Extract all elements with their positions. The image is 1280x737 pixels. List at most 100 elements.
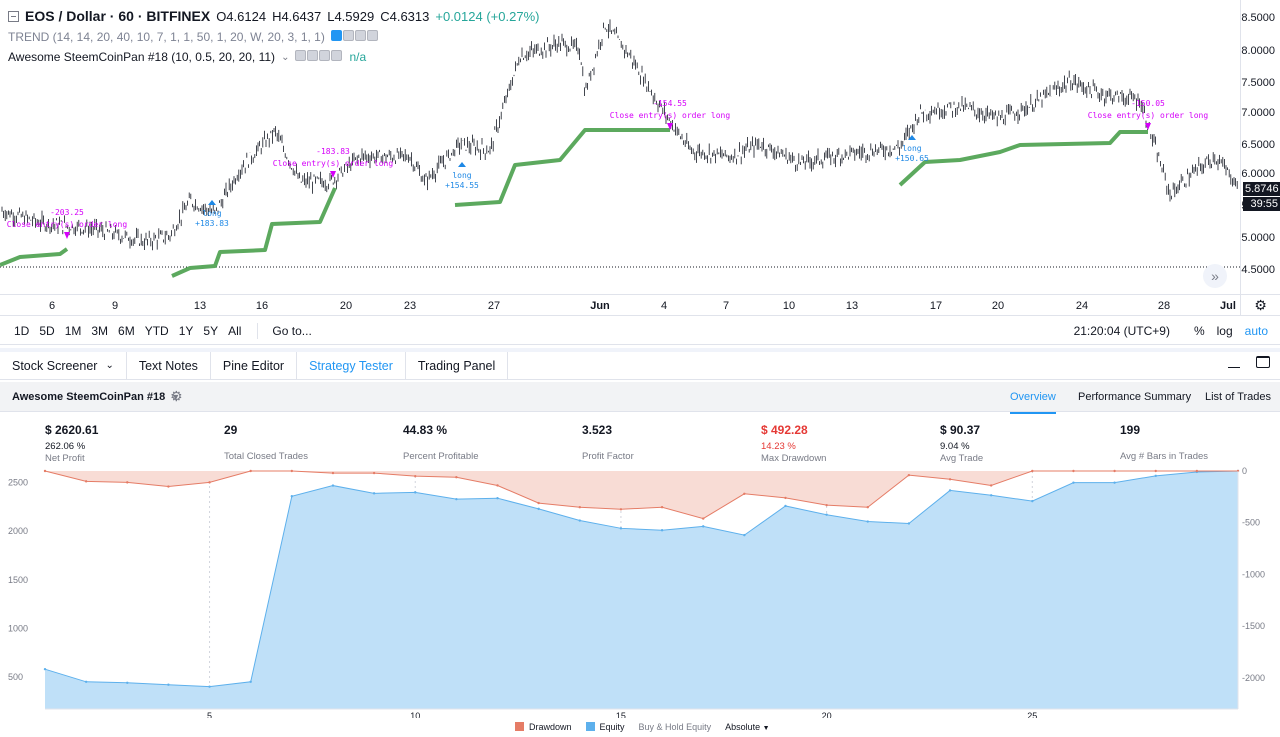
legend-equity[interactable]: Equity xyxy=(585,722,625,732)
clock-timezone[interactable]: 21:20:04 (UTC+9) xyxy=(1073,324,1170,338)
chevron-down-icon[interactable]: ⌄ xyxy=(281,51,290,63)
left-y-tick: 1000 xyxy=(8,623,28,633)
right-y-tick: -1500 xyxy=(1242,621,1265,631)
last-price-label: 5.8746 xyxy=(1243,182,1280,196)
price-tick: 7.5000 xyxy=(1241,77,1275,89)
legend-buy-hold[interactable]: Buy & Hold Equity xyxy=(638,722,712,732)
close-signal-arrow xyxy=(330,171,336,178)
time-tick: 7 xyxy=(722,300,730,312)
chart-settings-button[interactable]: ⚙ xyxy=(1240,294,1280,316)
stat-value: 29 xyxy=(224,423,238,437)
ohlc-low: L4.5929 xyxy=(327,8,375,24)
stat-value: 44.83 % xyxy=(403,423,448,437)
stop-segment xyxy=(171,187,337,278)
equity-swatch xyxy=(585,722,595,731)
settings-icon[interactable] xyxy=(307,50,319,61)
drawdown-point xyxy=(578,506,581,509)
stat-value: 199 xyxy=(1120,423,1141,437)
trend-indicator-legend[interactable]: TREND (14, 14, 20, 40, 10, 7, 1, 1, 50, … xyxy=(8,30,379,44)
drawdown-point xyxy=(907,473,911,477)
tab-trading-panel[interactable]: Trading Panel xyxy=(406,352,509,379)
time-tick: 20 xyxy=(991,300,1005,312)
scale-mode-select[interactable]: Absolute ▼ xyxy=(725,722,770,732)
tab-strategy-tester[interactable]: Strategy Tester xyxy=(297,352,406,379)
panel-window-controls xyxy=(1228,356,1270,368)
equity-point xyxy=(537,507,540,511)
legend-drawdown[interactable]: Drawdown xyxy=(515,722,572,732)
tab-list-of-trades[interactable]: List of Trades xyxy=(1205,391,1272,403)
long-signal-arrow xyxy=(908,135,916,140)
strategy-indicator-legend[interactable]: Awesome SteemCoinPan #18 (10, 0.5, 20, 2… xyxy=(8,50,366,64)
drawdown-point xyxy=(167,485,170,488)
range-1m[interactable]: 1M xyxy=(64,323,82,338)
range-1y[interactable]: 1Y xyxy=(178,323,194,338)
time-tick: 13 xyxy=(845,300,859,312)
log-scale-toggle[interactable]: log xyxy=(1216,324,1233,338)
source-code-icon[interactable] xyxy=(354,30,366,41)
scroll-to-realtime-button[interactable]: » xyxy=(1203,264,1227,288)
drawdown-point xyxy=(619,508,623,511)
range-1d[interactable]: 1D xyxy=(14,323,30,338)
equity-point xyxy=(84,680,88,683)
equity-point xyxy=(907,522,911,525)
settings-icon[interactable] xyxy=(342,30,354,41)
range-5y[interactable]: 5Y xyxy=(203,323,219,338)
close-signal-value: -203.25 xyxy=(50,208,84,217)
tab-text-notes[interactable]: Text Notes xyxy=(127,352,211,379)
maximize-panel-icon[interactable] xyxy=(1256,356,1270,368)
close-icon[interactable] xyxy=(331,50,343,61)
stat-value: $ 492.28 xyxy=(761,423,808,437)
x-tick-label: 10 xyxy=(410,711,420,718)
equity-point xyxy=(743,533,746,537)
price-scale[interactable]: 8.50008.00007.50007.00006.50006.00005.50… xyxy=(1240,0,1280,294)
strategy-selector[interactable]: Awesome SteemCoinPan #18 ▼ xyxy=(12,391,180,403)
close-signal-label: Close entry(s) order long xyxy=(610,111,731,120)
range-5d[interactable]: 5D xyxy=(39,323,55,338)
eye-icon[interactable] xyxy=(295,50,307,61)
collapse-legend-icon[interactable] xyxy=(8,10,19,22)
tab-stock-screener[interactable]: Stock Screener ⌄ xyxy=(0,352,127,379)
tab-overview[interactable]: Overview xyxy=(1010,391,1056,414)
indicator-buttons xyxy=(330,30,379,44)
equity-point xyxy=(660,529,664,532)
drawdown-point xyxy=(1031,469,1034,473)
equity-legend: Drawdown Equity Buy & Hold Equity Absolu… xyxy=(515,722,770,732)
equity-point xyxy=(619,527,623,530)
tab-pine-editor[interactable]: Pine Editor xyxy=(211,352,298,379)
range-3m[interactable]: 3M xyxy=(91,323,109,338)
source-code-icon[interactable] xyxy=(319,50,331,61)
range-all[interactable]: All xyxy=(228,323,242,338)
drawdown-point xyxy=(866,506,869,509)
range-6m[interactable]: 6M xyxy=(118,323,135,338)
stat-value: $ 90.37 xyxy=(940,423,981,437)
close-icon[interactable] xyxy=(366,30,378,41)
range-ytd[interactable]: YTD xyxy=(144,323,169,338)
long-signal-arrow xyxy=(458,162,466,167)
drawdown-point xyxy=(455,476,458,479)
tab-label: Text Notes xyxy=(138,358,198,373)
drawdown-point xyxy=(43,469,47,473)
time-axis[interactable]: 6 9 13 16 20 23 27 Jun 4 7 10 13 17 20 24 28 Jul xyxy=(0,294,1240,316)
time-tick: 17 xyxy=(929,300,943,312)
auto-scale-toggle[interactable]: auto xyxy=(1244,324,1268,338)
equity-chart[interactable]: 5 10 15 20 25 2500 2000 1500 1000 500 0 -500 -1000 -1… xyxy=(0,466,1280,718)
symbol-name[interactable]: EOS / Dollar · 60 · BITFINEX xyxy=(25,8,211,24)
strategy-settings-icon[interactable]: ⚙ xyxy=(170,388,183,404)
price-chart-pane[interactable]: -203.25 Close entry(s) order long -183.83 C… xyxy=(0,0,1280,316)
trade-signals: -203.25 Close entry(s) order long -183.83 C… xyxy=(7,99,1209,239)
long-signal-value: +183.83 xyxy=(195,219,229,228)
price-chart-canvas[interactable]: -203.25 Close entry(s) order long -183.83 C… xyxy=(0,0,1240,294)
strategy-name-label: Awesome SteemCoinPan #18 xyxy=(12,391,166,403)
tab-performance-summary[interactable]: Performance Summary xyxy=(1078,391,1192,403)
stat-label: Percent Profitable xyxy=(403,451,479,462)
equity-point xyxy=(1154,474,1157,478)
percent-scale-toggle[interactable]: % xyxy=(1193,324,1205,338)
stat-max-drawdown: $ 492.28 14.23 % Max Drawdown xyxy=(761,423,826,464)
close-signal-label: Close entry(s) order long xyxy=(1088,111,1209,120)
drawdown-point xyxy=(784,496,787,500)
stat-total-closed-trades: 29 Total Closed Trades xyxy=(224,423,308,462)
bottom-panel-tabs: Stock Screener ⌄ Text Notes Pine Editor … xyxy=(0,348,1280,380)
minimize-panel-icon[interactable] xyxy=(1228,356,1240,368)
go-to-date-button[interactable]: Go to... xyxy=(272,323,312,338)
eye-icon[interactable] xyxy=(330,30,342,41)
